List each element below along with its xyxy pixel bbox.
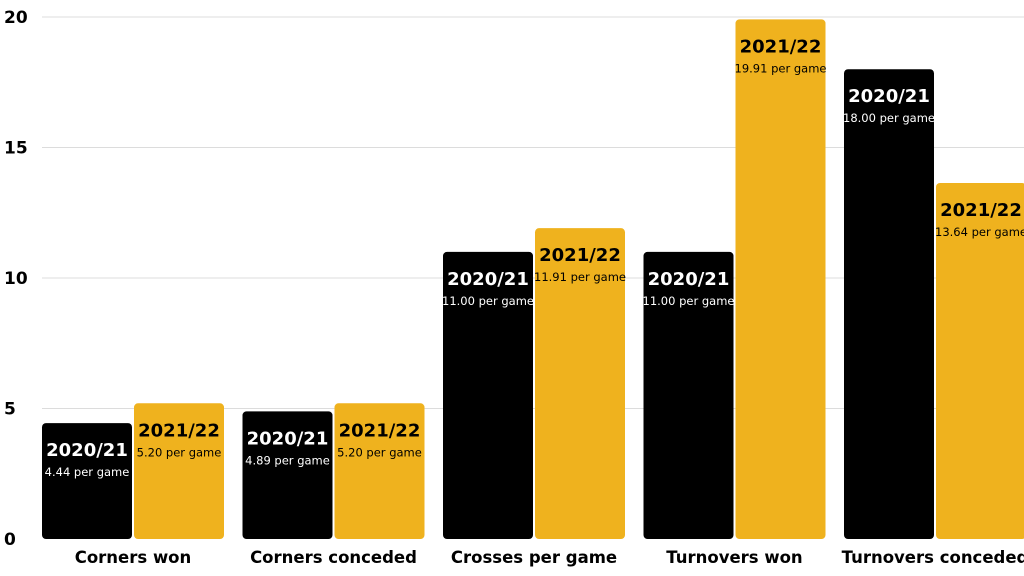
bar-value-label: 11.00 per game	[643, 294, 735, 308]
bar-series-label: 2020/21	[447, 269, 529, 290]
bar-value-label: 5.20 per game	[137, 445, 222, 459]
bar-value-label: 4.89 per game	[245, 453, 330, 467]
bar	[735, 19, 826, 539]
y-tick-label: 0	[4, 530, 16, 550]
bar-group-0-0: 2020/21 4.44 per game	[42, 423, 132, 539]
y-tick-label: 5	[4, 400, 16, 420]
bar-group-1-1: 2021/22 5.20 per game	[334, 403, 425, 539]
bar-value-label: 11.91 per game	[534, 270, 626, 284]
bar-series-label: 2020/21	[848, 86, 930, 107]
bar-series-label: 2021/22	[339, 420, 421, 441]
x-category-label: Turnovers won	[666, 548, 802, 567]
bars: 2020/21 4.44 per game 2021/22 5.20 per game…	[42, 19, 1024, 540]
bar	[844, 69, 934, 539]
bar-series-label: 2021/22	[138, 420, 220, 441]
bar-series-label: 2021/22	[539, 245, 621, 266]
bar-series-label: 2020/21	[247, 428, 329, 449]
bar-series-label: 2020/21	[648, 269, 730, 290]
bar	[443, 251, 533, 539]
bar-group-3-0: 2020/21 11.00 per game	[643, 251, 735, 539]
y-tick-label: 15	[4, 139, 28, 159]
bar-series-label: 2020/21	[46, 440, 128, 461]
bar	[242, 411, 333, 539]
bar-group-0-1: 2021/22 5.20 per game	[134, 403, 224, 539]
bar-group-2-1: 2021/22 11.91 per game	[534, 228, 626, 540]
bar-group-4-0: 2020/21 18.00 per game	[843, 69, 935, 539]
bar	[535, 228, 625, 540]
bar-group-4-1: 2021/22 13.64 per game	[935, 182, 1024, 539]
bar	[42, 423, 132, 539]
x-category-label: Turnovers conceded	[842, 548, 1024, 567]
bar-value-label: 4.44 per game	[45, 465, 130, 479]
x-axis-ticks: Corners won Corners conceded Crosses per g…	[75, 548, 1024, 567]
x-category-label: Corners won	[75, 548, 192, 567]
x-category-label: Corners conceded	[250, 548, 417, 567]
bar-value-label: 11.00 per game	[442, 294, 534, 308]
bar-value-label: 13.64 per game	[935, 225, 1024, 239]
bar-series-label: 2021/22	[740, 36, 822, 57]
y-tick-label: 20	[4, 8, 28, 28]
bar	[334, 403, 425, 539]
bar-group-2-0: 2020/21 11.00 per game	[442, 251, 534, 539]
bar-value-label: 19.91 per game	[735, 61, 827, 75]
bar	[643, 251, 734, 539]
bar-value-label: 5.20 per game	[337, 445, 422, 459]
bar-value-label: 18.00 per game	[843, 111, 935, 125]
bar-group-1-0: 2020/21 4.89 per game	[242, 411, 333, 539]
x-category-label: Crosses per game	[451, 548, 617, 567]
y-axis-ticks: 0 5 10 15 20	[4, 8, 28, 550]
bar-series-label: 2021/22	[940, 200, 1022, 221]
bar	[936, 182, 1024, 539]
bar	[134, 403, 224, 539]
y-tick-label: 10	[4, 269, 28, 289]
bar-group-3-1: 2021/22 19.91 per game	[735, 19, 827, 539]
